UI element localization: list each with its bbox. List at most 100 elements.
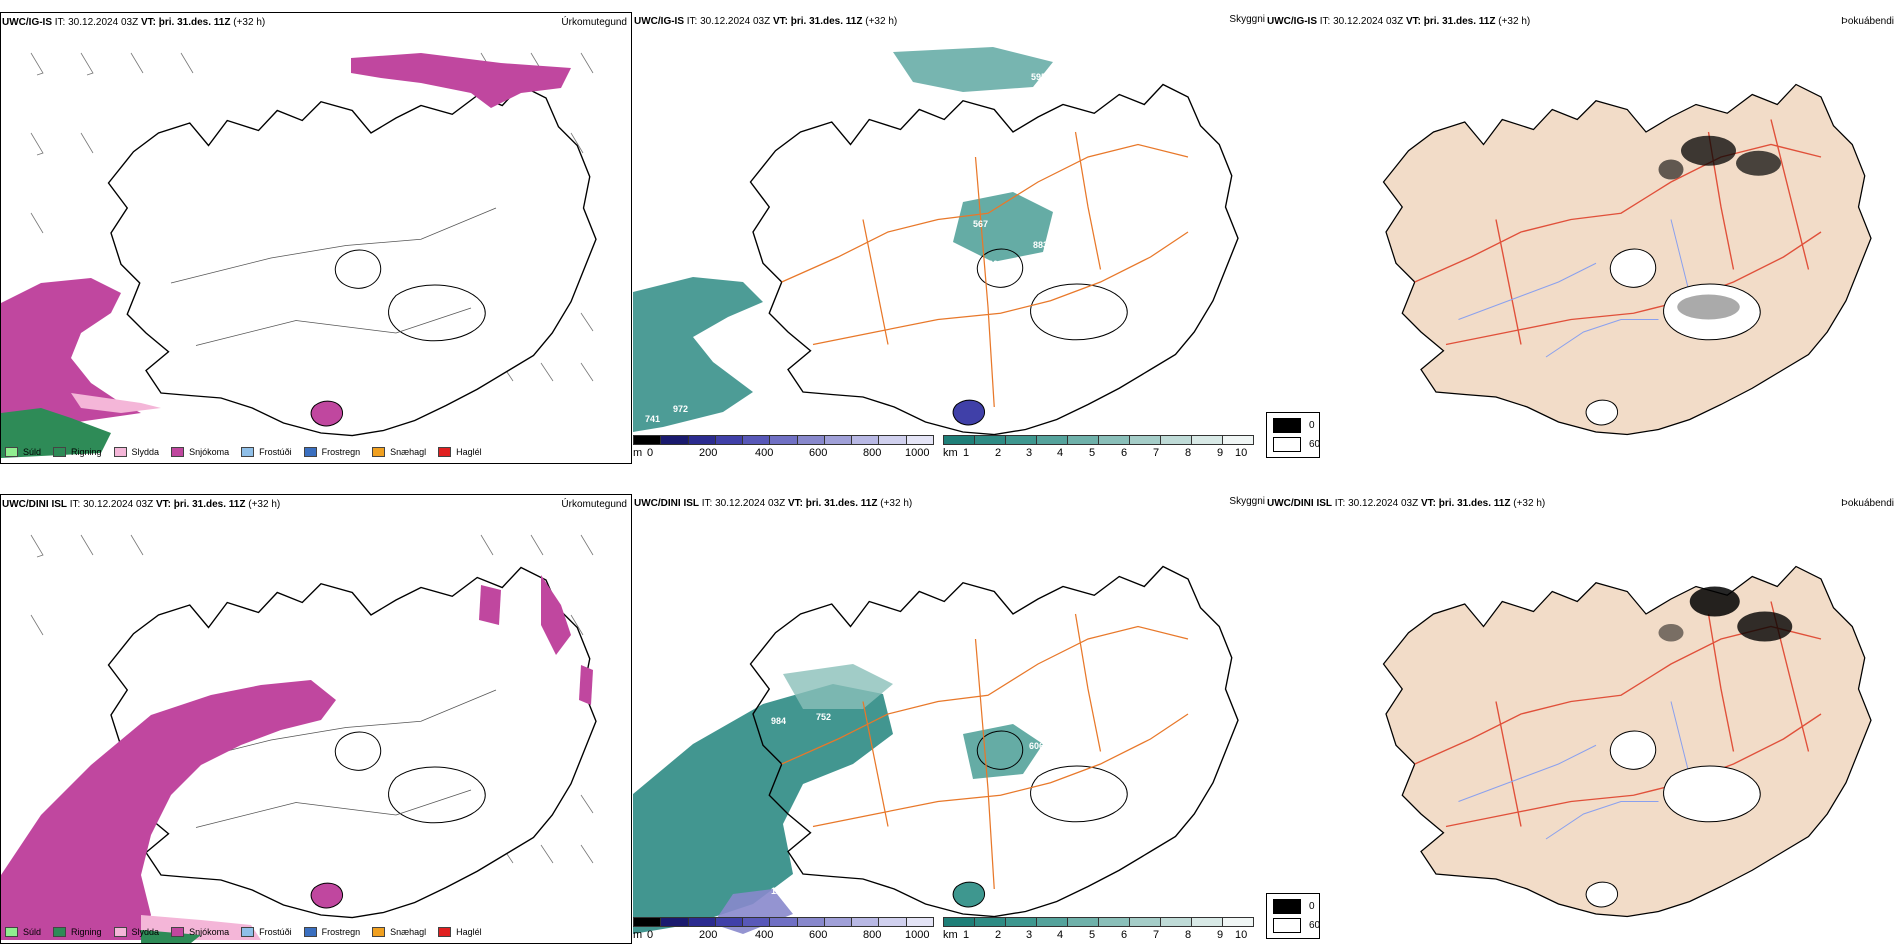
panel-title: Úrkomutegund [561, 499, 627, 510]
vis-label: 258 [1028, 576, 1043, 586]
swatch [5, 447, 18, 457]
cbar-tick: 200 [699, 929, 718, 941]
precip-type-panel-bottom: UWC/DINI ISL IT: 30.12.2024 03Z VT: þri.… [0, 494, 632, 944]
cbar-unit: km [943, 447, 958, 459]
cbar-unit: km [943, 929, 958, 941]
snow-region-west [1, 680, 336, 940]
swatch [171, 927, 185, 937]
cbar-tick: 2 [995, 929, 1002, 941]
fog-map-bottom [1382, 565, 1872, 918]
cbar-unit: m [633, 929, 643, 941]
visibility-map-bottom: 984 752 606 309 126 258 562 [633, 565, 1239, 934]
visibility-bar-segments [943, 917, 1254, 927]
vis-label: 309 [933, 874, 948, 884]
fog-swatch-low [1273, 437, 1301, 452]
panel-header: UWC/DINI ISL IT: 30.12.2024 03Z VT: þri.… [634, 498, 913, 509]
snow-region-sw [1, 278, 141, 433]
legend-item-snaehagl: Snæhagl [372, 447, 426, 457]
precip-map-bottom [1, 534, 597, 943]
vis-label: 1126 [939, 386, 959, 396]
cbar-tick: 8 [1185, 447, 1192, 459]
panel-title: Þokuábendi [1841, 498, 1894, 509]
vis-label: 741 [645, 414, 660, 424]
cbar-tick: 1000 [905, 929, 930, 941]
vis-label: 972 [673, 404, 688, 414]
snow-region-ne [351, 53, 571, 108]
cbar-tick: 9 [1217, 447, 1224, 459]
visibility-panel-bottom: 984 752 606 309 126 258 562 UWC/DINI ISL… [633, 494, 1265, 944]
cbar-tick: 1000 [905, 447, 930, 459]
visibility-colorbar: km 1 2 3 4 5 6 7 8 9 10 [943, 435, 1254, 459]
swatch [53, 447, 67, 457]
fog-swatch-high [1273, 418, 1301, 433]
vis-label: 126 [771, 886, 786, 896]
swatch [303, 447, 317, 457]
vis-label: 480 [978, 116, 993, 126]
swatch [241, 447, 255, 457]
legend-item-slydda: Slydda [113, 927, 159, 937]
legend-item-sudd: Súld [5, 447, 41, 457]
visibility-map-top: 595 480 370 880 567 883 304 972 741 1126 [633, 47, 1239, 436]
vis-label: 880 [1028, 124, 1043, 134]
swatch [372, 927, 386, 937]
panel-header: UWC/DINI ISL IT: 30.12.2024 03Z VT: þri.… [1267, 498, 1546, 509]
vis-label: 304 [988, 259, 1003, 269]
panel-title: Skyggni [1229, 14, 1265, 25]
fog-legend-bottom: 0 60 [1266, 893, 1320, 939]
cbar-tick: 10 [1235, 447, 1248, 459]
vis-label: 606 [1029, 741, 1044, 751]
legend-item-haglel: Haglél [438, 927, 482, 937]
precip-type-panel-top: UWC/IG-IS IT: 30.12.2024 03Z VT: þri. 31… [0, 12, 632, 464]
cbar-tick: 5 [1089, 929, 1096, 941]
legend-item-snaehagl: Snæhagl [372, 927, 426, 937]
cbar-tick: 400 [755, 447, 774, 459]
swatch [241, 927, 255, 937]
fog-panel-bottom: UWC/DINI ISL IT: 30.12.2024 03Z VT: þri.… [1266, 494, 1900, 944]
rain-region-sw [1, 408, 111, 458]
cbar-tick: 7 [1153, 929, 1160, 941]
cbar-tick: 3 [1026, 929, 1033, 941]
vis-label: 984 [771, 716, 786, 726]
vis-label: 595 [1031, 72, 1046, 82]
vis-label: 370 [985, 140, 1000, 150]
legend-item-snjokoma: Snjókoma [171, 927, 229, 937]
cbar-tick: 0 [647, 447, 654, 459]
cbar-tick: 5 [1089, 447, 1096, 459]
legend-item-frostudi: Frostúði [241, 927, 292, 937]
fog-legend-top: 0 60 [1266, 412, 1320, 458]
cbar-tick: 8 [1185, 929, 1192, 941]
cbar-tick: 200 [699, 447, 718, 459]
panel-header: UWC/IG-IS IT: 30.12.2024 03Z VT: þri. 31… [2, 17, 266, 28]
panel-title: Úrkomutegund [561, 17, 627, 28]
panel-header: UWC/DINI ISL IT: 30.12.2024 03Z VT: þri.… [2, 499, 281, 510]
swatch [438, 927, 452, 937]
precip-legend: Súld Rigning Slydda Snjókoma Frostúði Fr… [5, 447, 492, 457]
precip-legend: Súld Rigning Slydda Snjókoma Frostúði Fr… [5, 927, 492, 937]
legend-item-frostudi: Frostúði [241, 447, 292, 457]
cbar-unit: m [633, 447, 643, 459]
legend-item-haglel: Haglél [438, 447, 482, 457]
swatch [113, 927, 127, 937]
swatch [113, 447, 127, 457]
ceiling-bar-segments [633, 917, 934, 927]
cbar-tick: 7 [1153, 447, 1160, 459]
cbar-tick: 4 [1057, 929, 1064, 941]
swatch [5, 927, 18, 937]
panel-title: Þokuábendi [1841, 16, 1894, 27]
precip-map-top [1, 52, 597, 458]
cbar-tick: 800 [863, 447, 882, 459]
legend-item-rigning: Rigning [53, 927, 102, 937]
cbar-tick: 4 [1057, 447, 1064, 459]
swatch [372, 447, 386, 457]
fog-panel-top: UWC/IG-IS IT: 30.12.2024 03Z VT: þri. 31… [1266, 12, 1900, 464]
cbar-tick: 3 [1026, 447, 1033, 459]
fog-map-top [1382, 83, 1872, 436]
cbar-tick: 600 [809, 447, 828, 459]
visibility-bar-segments [943, 435, 1254, 445]
legend-item-sudd: Súld [5, 927, 41, 937]
panel-title: Skyggni [1229, 496, 1265, 507]
legend-item-slydda: Slydda [113, 447, 159, 457]
legend-item-frostregn: Frostregn [303, 927, 360, 937]
cbar-tick: 1 [963, 929, 970, 941]
vis-label: 562 [993, 566, 1008, 576]
